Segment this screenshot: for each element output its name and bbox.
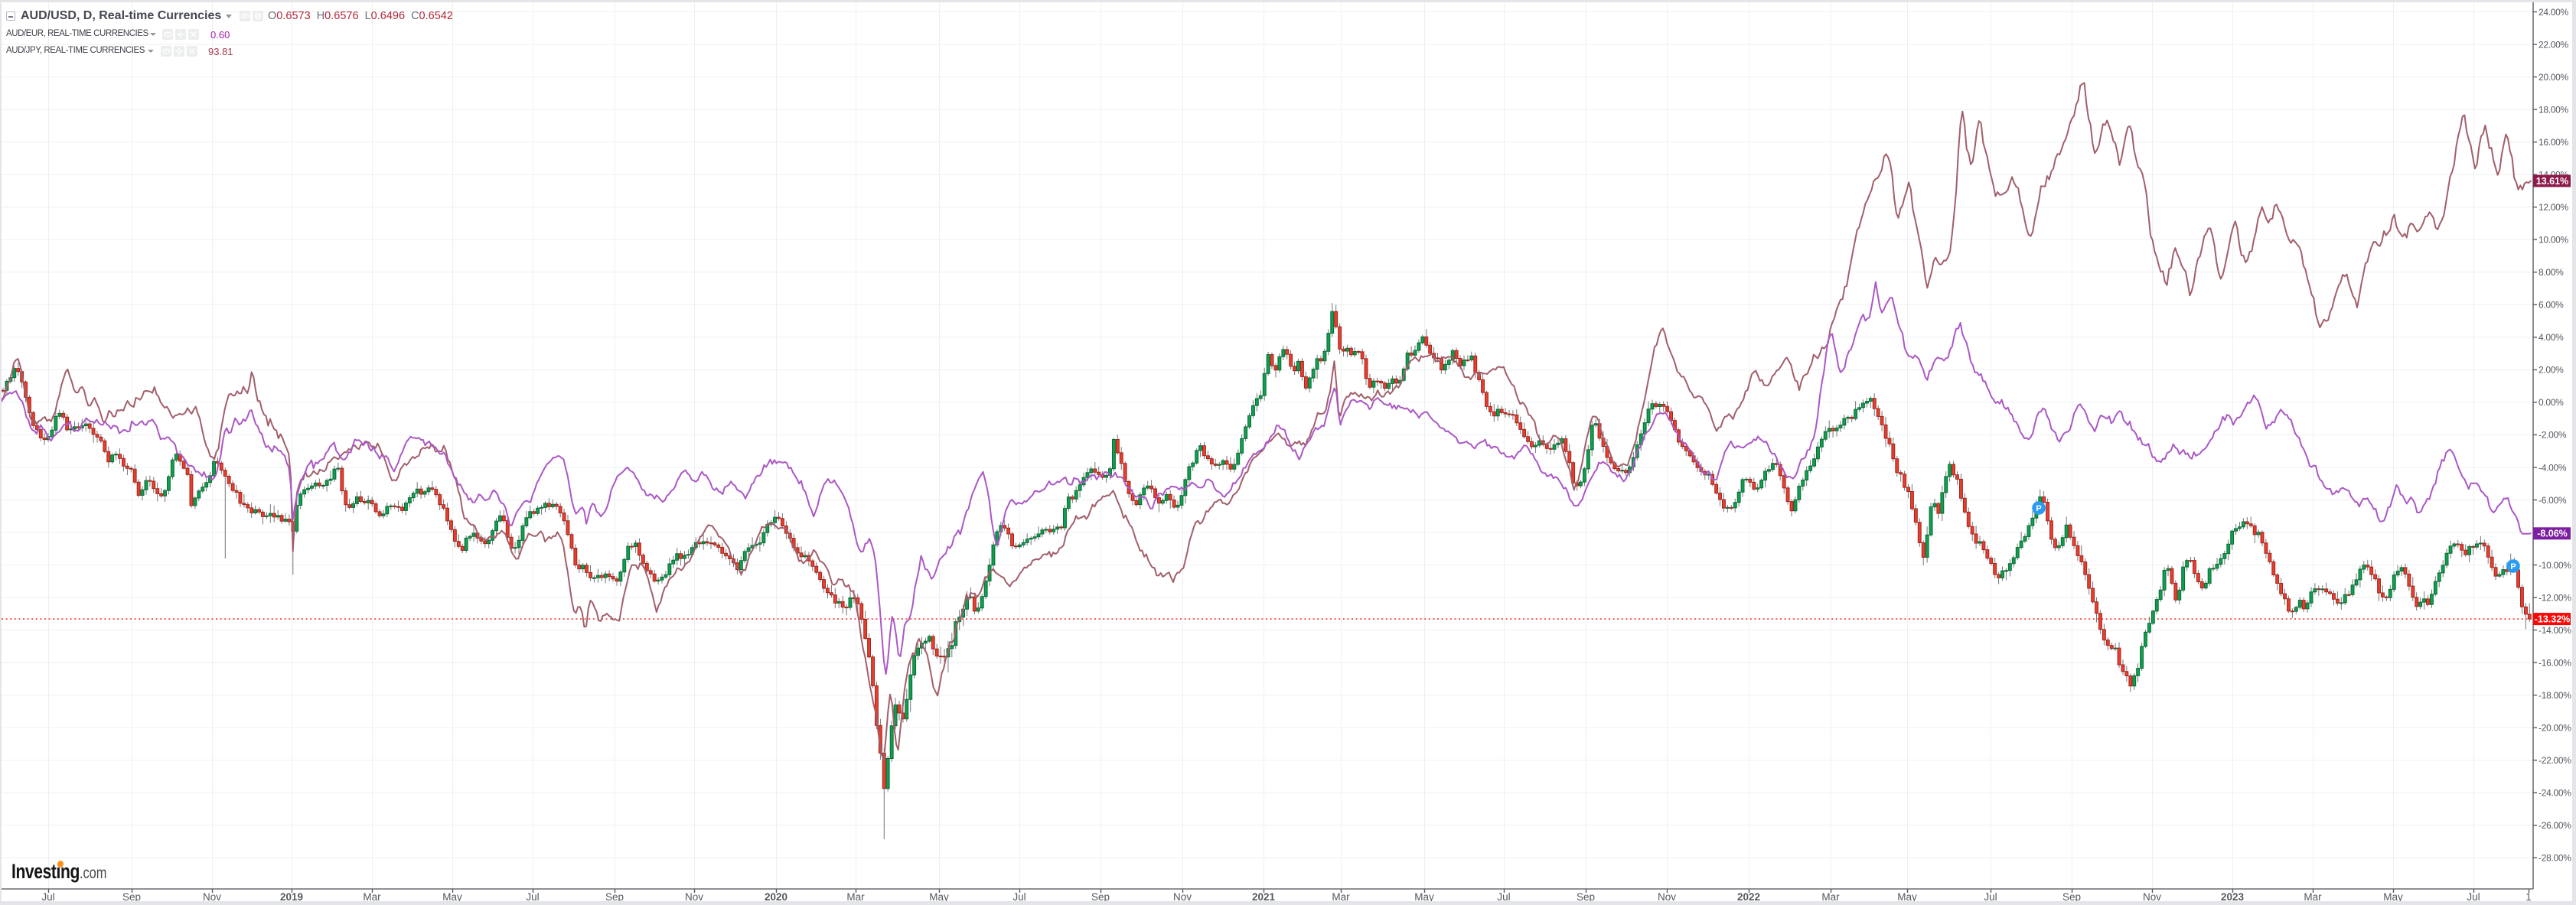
svg-text:-6.00%: -6.00% <box>2539 495 2567 506</box>
svg-text:4.00%: 4.00% <box>2539 332 2564 343</box>
svg-text:1: 1 <box>2525 891 2532 903</box>
svg-text:Mar: Mar <box>363 891 381 903</box>
svg-text:-13.32%: -13.32% <box>2535 614 2571 624</box>
svg-text:Sep: Sep <box>2062 891 2081 903</box>
svg-text:Mar: Mar <box>1821 891 1840 903</box>
svg-text:2023: 2023 <box>2221 891 2245 903</box>
svg-text:20.00%: 20.00% <box>2539 72 2569 83</box>
svg-text:12.00%: 12.00% <box>2539 202 2569 213</box>
svg-text:2019: 2019 <box>280 891 303 903</box>
svg-text:13.61%: 13.61% <box>2536 176 2568 187</box>
svg-text:May: May <box>2383 891 2403 903</box>
svg-text:2022: 2022 <box>1737 891 1760 903</box>
svg-text:-2.00%: -2.00% <box>2539 430 2567 441</box>
svg-text:-18.00%: -18.00% <box>2539 690 2571 701</box>
svg-text:Jul: Jul <box>1984 891 1997 903</box>
svg-text:8.00%: 8.00% <box>2539 267 2564 278</box>
svg-text:Jul: Jul <box>526 891 539 903</box>
svg-text:Nov: Nov <box>2143 891 2161 903</box>
svg-text:2020: 2020 <box>765 891 787 903</box>
svg-text:Jul: Jul <box>2467 891 2480 903</box>
svg-text:-12.00%: -12.00% <box>2539 592 2571 603</box>
svg-text:10.00%: 10.00% <box>2539 235 2569 246</box>
svg-text:24.00%: 24.00% <box>2539 7 2569 18</box>
svg-text:P: P <box>2510 562 2516 571</box>
svg-text:-8.06%: -8.06% <box>2537 529 2568 539</box>
svg-text:Mar: Mar <box>846 891 865 903</box>
svg-text:Jul: Jul <box>41 891 54 903</box>
svg-text:Nov: Nov <box>1173 891 1192 903</box>
svg-text:Sep: Sep <box>1091 891 1110 903</box>
svg-text:Jul: Jul <box>1497 891 1510 903</box>
svg-text:-28.00%: -28.00% <box>2539 853 2571 864</box>
svg-text:P: P <box>2036 504 2041 513</box>
svg-text:Nov: Nov <box>203 891 221 903</box>
svg-text:-4.00%: -4.00% <box>2539 462 2567 473</box>
svg-text:May: May <box>1897 891 1917 903</box>
svg-text:May: May <box>442 891 462 903</box>
svg-text:18.00%: 18.00% <box>2539 104 2569 115</box>
svg-text:Mar: Mar <box>2304 891 2322 903</box>
svg-text:Sep: Sep <box>122 891 141 903</box>
svg-text:-16.00%: -16.00% <box>2539 657 2571 668</box>
svg-text:-14.00%: -14.00% <box>2539 625 2571 636</box>
svg-text:Nov: Nov <box>1658 891 1676 903</box>
svg-text:0.00%: 0.00% <box>2539 397 2564 408</box>
svg-text:Jul: Jul <box>1012 891 1026 903</box>
svg-text:Nov: Nov <box>685 891 703 903</box>
svg-text:-20.00%: -20.00% <box>2539 723 2571 734</box>
svg-text:6.00%: 6.00% <box>2539 300 2564 311</box>
svg-text:2021: 2021 <box>1252 891 1276 903</box>
svg-text:22.00%: 22.00% <box>2539 39 2569 50</box>
svg-text:May: May <box>929 891 949 903</box>
svg-text:Mar: Mar <box>1332 891 1350 903</box>
svg-text:16.00%: 16.00% <box>2539 137 2569 148</box>
svg-text:-10.00%: -10.00% <box>2539 560 2571 571</box>
svg-text:May: May <box>1414 891 1434 903</box>
svg-text:-22.00%: -22.00% <box>2539 755 2571 766</box>
svg-text:2.00%: 2.00% <box>2539 365 2564 376</box>
svg-text:-26.00%: -26.00% <box>2539 820 2571 831</box>
svg-text:Sep: Sep <box>1577 891 1595 903</box>
svg-text:Sep: Sep <box>605 891 624 903</box>
svg-text:-24.00%: -24.00% <box>2539 788 2571 799</box>
